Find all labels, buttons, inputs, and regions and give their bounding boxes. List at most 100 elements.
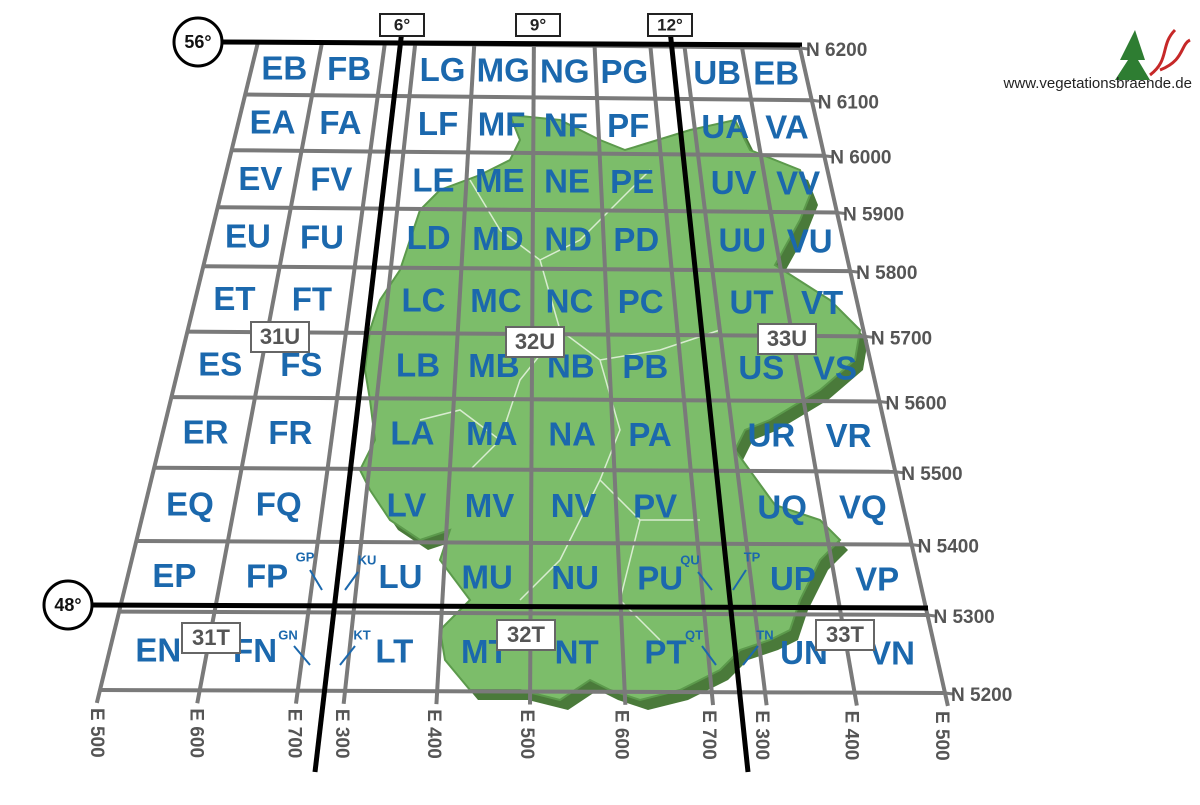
grid-cell-label: EB (753, 55, 799, 92)
grid-cell-label: PT (644, 634, 686, 671)
grid-line (203, 264, 851, 274)
grid-cell-label: VT (801, 284, 843, 321)
grid-cell-label: UP (770, 560, 816, 597)
tick (309, 569, 323, 591)
grid-cell-label: VU (787, 222, 833, 259)
grid-line (94, 41, 260, 704)
grid-cell-label: UU (718, 222, 766, 259)
easting-label: E 600 (186, 708, 207, 758)
grid-line (217, 205, 837, 215)
zone-box (815, 619, 875, 651)
grid-cell-label: VQ (839, 489, 887, 526)
latitude-circle (172, 16, 224, 68)
tick (344, 571, 359, 591)
longitude-label: 6° (394, 15, 410, 34)
easting-label: E 500 (516, 710, 537, 760)
grid-cell-label: MC (470, 282, 521, 319)
easting-label: E 300 (751, 710, 772, 760)
zone-label: 33U (767, 326, 807, 351)
grid-cell-label: PA (628, 416, 671, 453)
small-cell-ticks (293, 569, 759, 666)
grid-line (294, 43, 387, 704)
easting-label: E 500 (86, 708, 107, 758)
grid-cell-label: VR (826, 417, 872, 454)
grid-cell-label: LG (420, 51, 466, 88)
tick (701, 645, 717, 666)
grid-cell-label: LD (407, 219, 451, 256)
zone-label: 31U (260, 324, 300, 349)
grid-cell-label: NA (548, 416, 596, 453)
grid-cell-label: PF (607, 107, 649, 144)
northing-label: N 5900 (843, 204, 904, 225)
grid-cell-label: UV (711, 164, 757, 201)
zone-label: 32T (507, 622, 545, 647)
grid-line (136, 538, 912, 547)
grid-cell-label: FQ (256, 486, 302, 523)
grid-cell-label: EQ (166, 485, 214, 522)
grid-cell-label: PE (610, 163, 654, 200)
grid-cell-label: FV (310, 160, 352, 197)
grid-line (528, 45, 536, 705)
grid-cell-label: LA (390, 415, 434, 452)
zone-label: 32U (515, 329, 555, 354)
longitude-line (667, 29, 751, 773)
longitude-label: 9° (530, 15, 546, 34)
grid-cell-label: UB (693, 54, 741, 91)
grid-cell-label: MV (465, 487, 515, 524)
tick (697, 571, 713, 591)
grid-cell-label: PC (618, 283, 664, 320)
grid-cell-label: FA (319, 104, 361, 141)
grid-cell-label: PU (637, 559, 683, 596)
northing-label: N 6200 (806, 40, 867, 61)
latitude-circle (42, 579, 94, 631)
longitude-box (515, 13, 561, 37)
northing-label: N 5300 (933, 607, 994, 628)
latitude-label: 56° (184, 32, 211, 52)
tick (732, 569, 747, 591)
grid-cell-label: VN (869, 635, 915, 672)
zone-box (250, 321, 310, 353)
grid-line (231, 148, 825, 158)
small-cell-label: QU (680, 552, 700, 567)
grid-cell-label: VS (813, 349, 857, 386)
northing-label: N 6000 (830, 148, 891, 169)
grid-line (682, 46, 769, 706)
northing-label: N 5400 (918, 537, 979, 558)
longitude-line (312, 29, 405, 773)
grid-cell-label: EV (238, 160, 282, 197)
small-cell-label: TN (756, 627, 773, 642)
easting-label: E 400 (423, 709, 444, 759)
grid-cell-label: FT (292, 280, 332, 317)
longitude-box (647, 13, 693, 37)
grid-line (154, 465, 896, 474)
zone-label: 33T (826, 622, 864, 647)
small-cell-label: GN (278, 627, 298, 642)
germany-shape (358, 113, 868, 710)
longitude-label: 12° (657, 15, 683, 34)
grid-cell-label: LE (412, 161, 454, 198)
northing-label: N 5800 (856, 263, 917, 284)
small-cell-label: TP (744, 549, 761, 564)
grid-cell-label: LV (387, 486, 427, 523)
grid-line (648, 46, 715, 706)
zone-box (505, 326, 565, 358)
tick (849, 269, 859, 274)
latitude-label: 48° (54, 595, 81, 615)
grid-cell-label: EU (225, 218, 271, 255)
grid-cell-label: ND (544, 220, 592, 257)
zone-box (757, 323, 817, 355)
grid-cell-label: FP (246, 558, 288, 595)
tick (836, 210, 846, 215)
grid-line (798, 47, 950, 707)
state-borders (419, 169, 721, 641)
grid-cell-label: EB (261, 49, 307, 86)
grid-cell-label: FB (327, 50, 371, 87)
grid-line (99, 688, 946, 695)
easting-label: E 700 (698, 710, 719, 760)
easting-label: E 700 (284, 709, 305, 759)
grid-cell-label: PD (613, 221, 659, 258)
easting-label: E 600 (611, 710, 632, 760)
logo (1115, 28, 1191, 80)
grid-cell-label: NU (551, 559, 599, 596)
grid-cell-label: UQ (757, 488, 807, 525)
